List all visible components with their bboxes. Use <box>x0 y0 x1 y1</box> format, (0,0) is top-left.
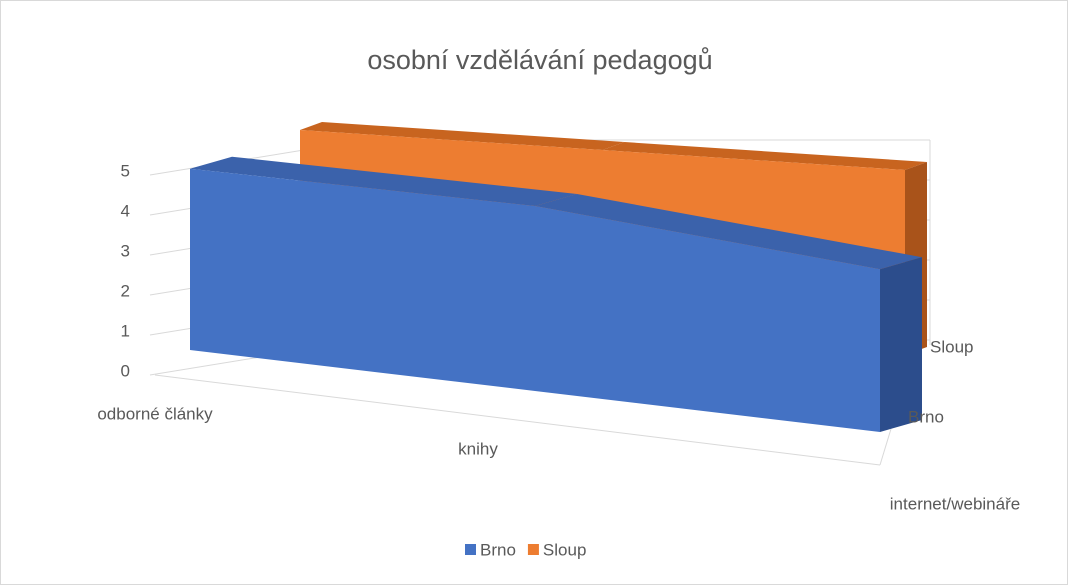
x-tick-label: knihy <box>458 439 498 458</box>
area-top-face <box>535 194 922 270</box>
legend-label: Brno <box>480 540 516 559</box>
x-tick-label: odborné články <box>97 404 213 423</box>
y-tick-label: 1 <box>121 321 130 340</box>
area-top-face <box>602 142 927 170</box>
depth-tick-label: Brno <box>908 407 944 426</box>
y-tick-label: 4 <box>121 201 130 220</box>
legend-label: Sloup <box>543 540 586 559</box>
legend-swatch <box>527 544 539 555</box>
area-side-face <box>880 257 922 432</box>
area <box>190 168 880 432</box>
area-top-face <box>190 156 577 206</box>
legend-swatch <box>465 544 476 555</box>
depth-tick-label: Sloup <box>930 337 973 356</box>
area-top-face <box>300 122 625 150</box>
x-tick-label: internet/webináře <box>890 494 1020 513</box>
y-tick-label: 2 <box>121 281 130 300</box>
y-tick-label: 0 <box>121 361 130 380</box>
chart-title: osobní vzdělávání pedagogů <box>367 45 712 75</box>
y-tick-label: 3 <box>121 241 130 260</box>
floor-edge <box>154 374 881 466</box>
y-tick-label: 5 <box>121 161 130 180</box>
